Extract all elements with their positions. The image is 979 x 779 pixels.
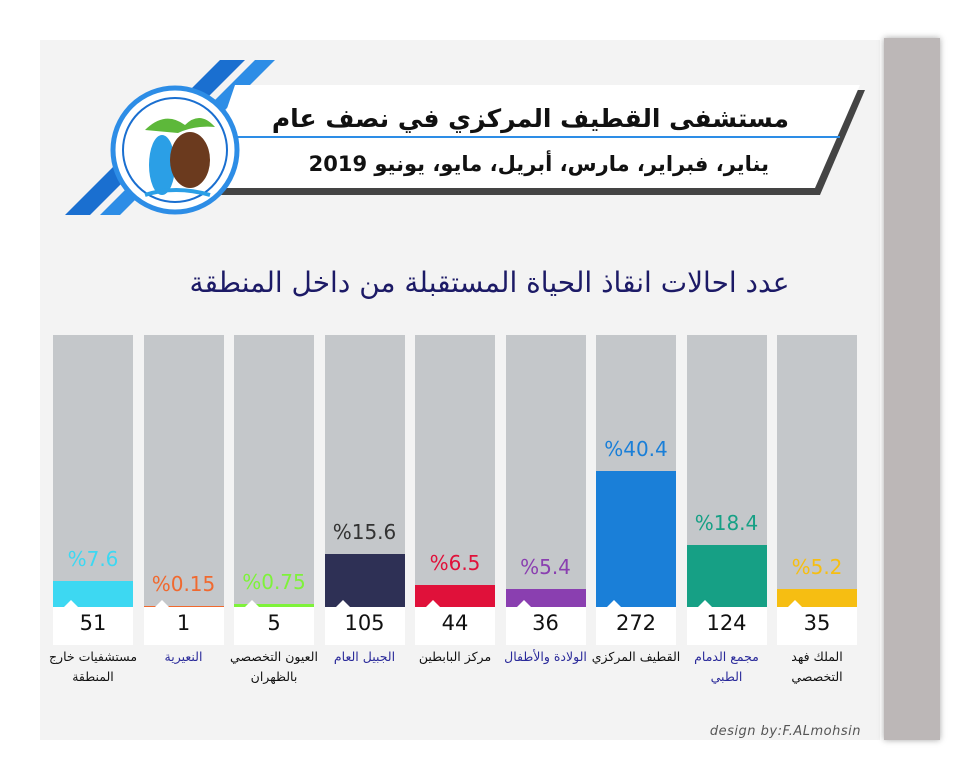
- count-label: 51: [79, 611, 107, 635]
- bar: [143, 606, 224, 607]
- category-label: الولادة والأطفال: [504, 649, 587, 664]
- logo-sail: [170, 132, 210, 188]
- count-box: [505, 607, 586, 645]
- header-subtitle: يناير، فبراير، مارس، أبريل، مايو، يونيو …: [308, 152, 769, 176]
- value-label: %15.6: [332, 520, 397, 545]
- count-box: [415, 607, 495, 645]
- category-label: مجمع الدمام الطبي: [694, 649, 759, 684]
- count-label: 44: [441, 611, 469, 635]
- notch: [154, 600, 169, 607]
- category-label: مركز البابطين: [418, 649, 492, 664]
- notch: [245, 600, 259, 607]
- category-label: مستشفيات خارج المنطقة: [48, 649, 138, 684]
- count-label: 124: [706, 611, 747, 635]
- count-box: [596, 607, 676, 645]
- side-panel: [884, 38, 940, 740]
- notch: [697, 600, 712, 607]
- notch: [516, 600, 531, 607]
- category-label: الجبيل العام: [333, 649, 396, 664]
- count-box: [686, 607, 767, 645]
- count-label: 36: [532, 611, 559, 635]
- chart-title: عدد احالات انقاذ الحياة المستقبلة من داخ…: [189, 266, 790, 299]
- category-label: العيون التخصصي بالظهران: [230, 649, 318, 684]
- count-label: 5: [267, 611, 281, 635]
- category-label: القطيف المركزي: [591, 649, 681, 664]
- notch: [607, 600, 621, 607]
- bar-track: [415, 335, 495, 607]
- count-label: 35: [803, 611, 831, 635]
- notch: [335, 600, 350, 607]
- bar: [234, 604, 314, 607]
- value-label: %5.4: [520, 554, 571, 579]
- count-box: [143, 607, 224, 645]
- bar: [596, 470, 676, 607]
- logo-drop: [149, 135, 175, 195]
- logo-palm: [145, 117, 215, 133]
- logo-wave: [144, 188, 211, 197]
- count-box: [234, 607, 314, 645]
- count-box: [777, 607, 857, 645]
- header-title: مستشفى القطيف المركزي في نصف عام: [271, 104, 789, 133]
- notch: [426, 600, 440, 607]
- bar-track: [143, 335, 224, 607]
- value-label: %0.75: [242, 570, 306, 595]
- notch: [64, 600, 78, 607]
- value-label: %7.6: [67, 547, 119, 572]
- category-label: الملك فهد التخصصي: [791, 649, 843, 684]
- bar-track: [777, 335, 857, 607]
- count-box: [324, 607, 405, 645]
- value-label: %5.2: [791, 555, 843, 580]
- count-label: 272: [615, 611, 657, 635]
- bar-track: [234, 335, 314, 607]
- credit: design by:F.ALmohsin: [709, 724, 861, 739]
- header-graphics: [65, 60, 865, 215]
- count-box: [53, 607, 133, 645]
- count-label: 105: [344, 611, 385, 635]
- value-label: %40.4: [604, 436, 668, 461]
- bar-track: [53, 335, 133, 607]
- value-label: %6.5: [429, 551, 481, 576]
- bar-track: [505, 335, 586, 607]
- bar: [686, 544, 767, 607]
- bar: [324, 554, 405, 607]
- notch: [788, 600, 802, 607]
- count-label: 1: [176, 611, 191, 635]
- category-label: النعيرية: [164, 649, 203, 664]
- value-label: %0.15: [151, 572, 216, 597]
- value-label: %18.4: [694, 510, 759, 535]
